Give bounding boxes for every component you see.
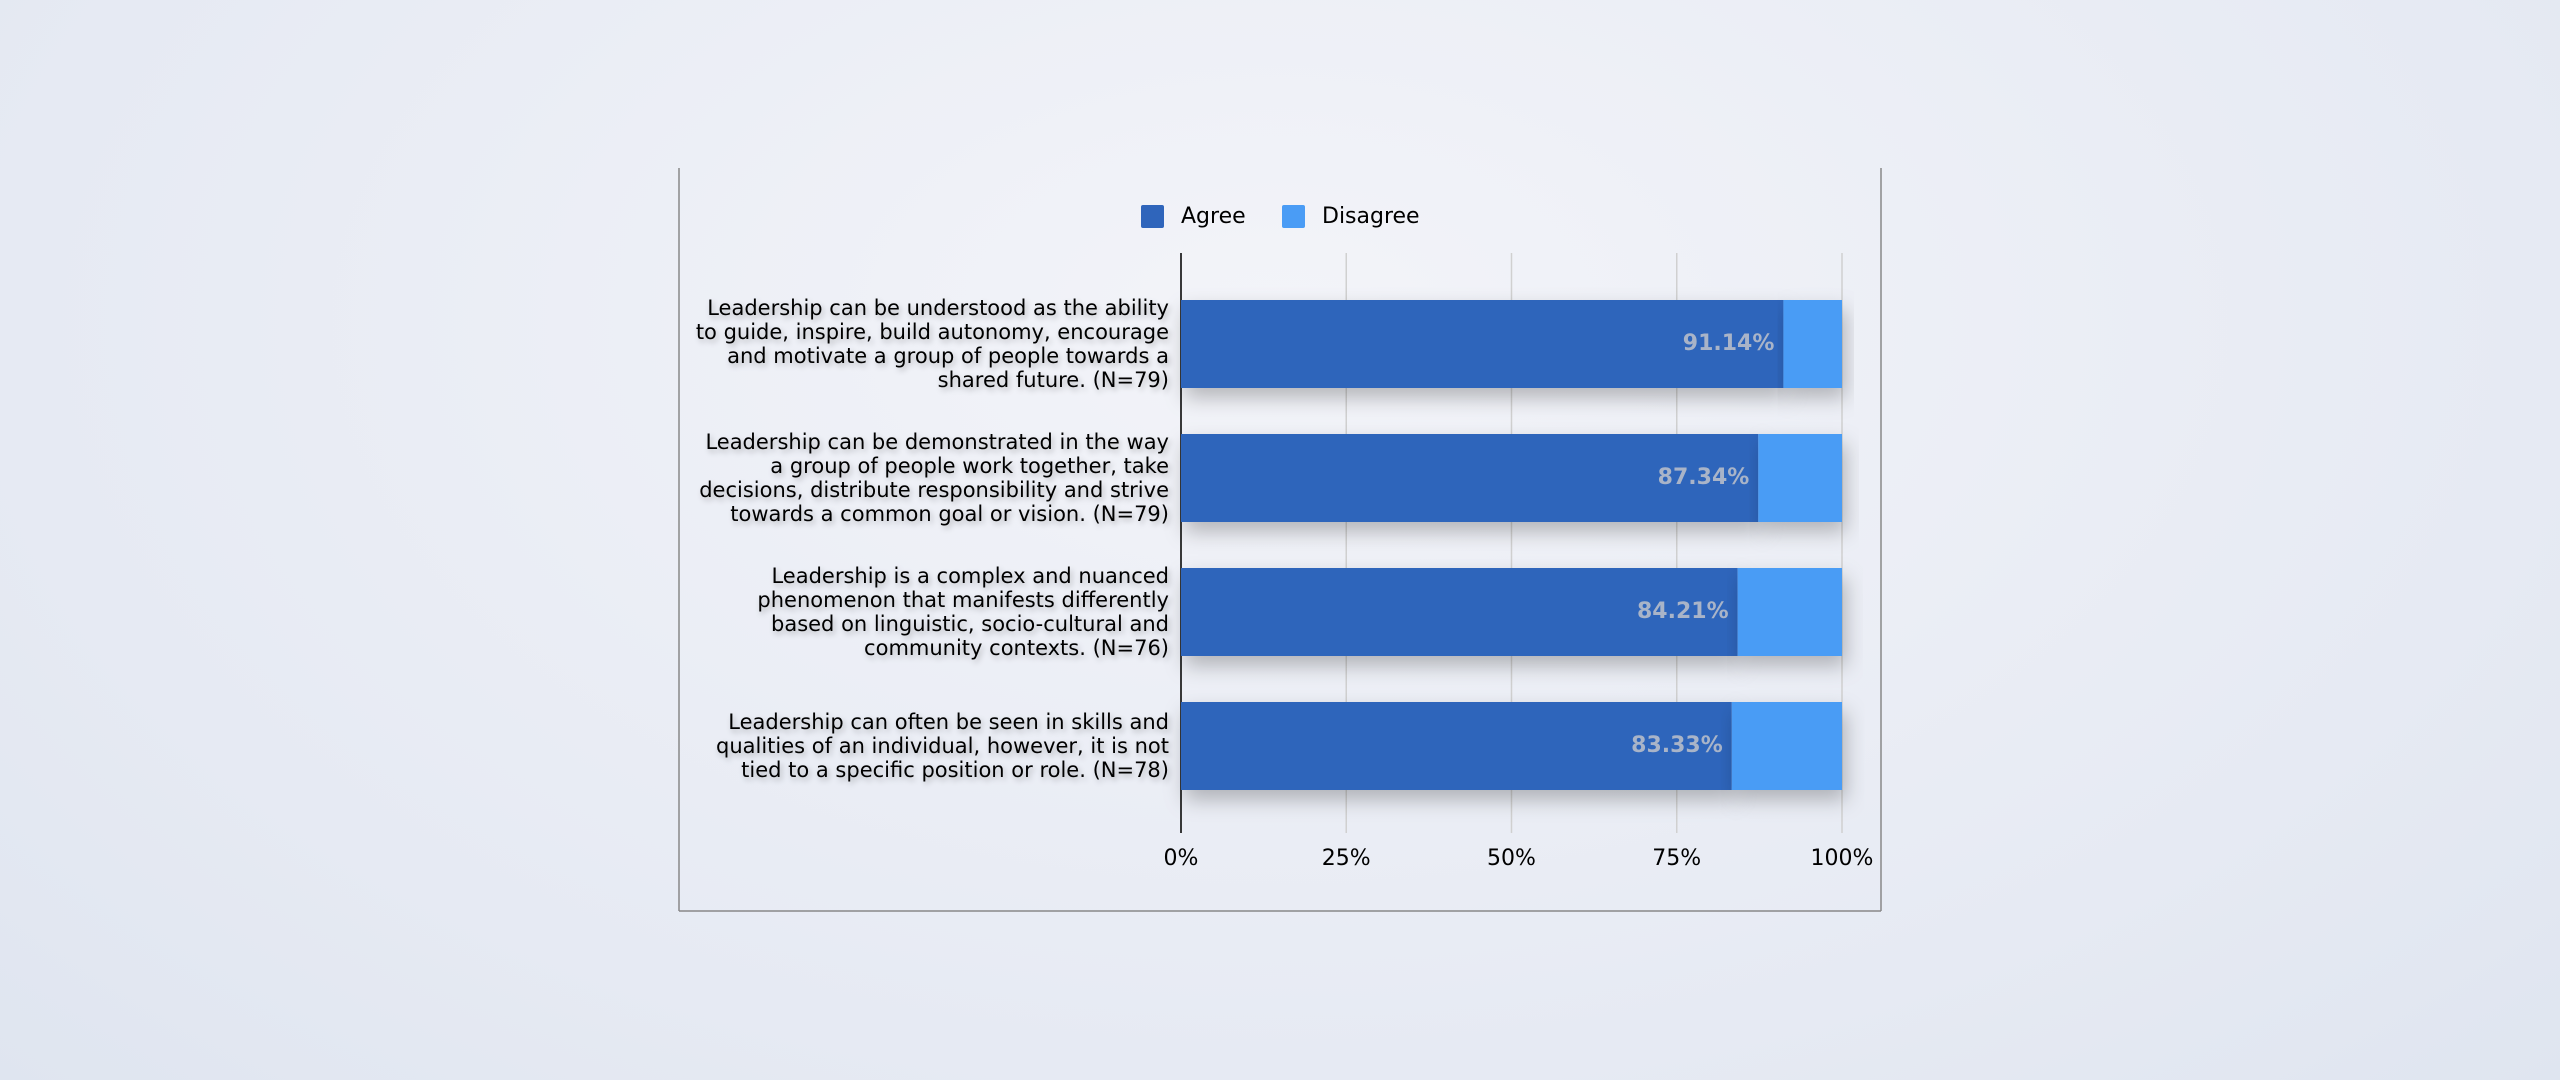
legend-label: Agree xyxy=(1181,204,1246,229)
bar-segment xyxy=(1181,300,1784,388)
legend-swatch xyxy=(1141,205,1164,228)
y-tick-label: Leadership is a complex and nuanced phen… xyxy=(757,564,1169,660)
x-tick-label: 50% xyxy=(1487,846,1536,871)
x-tick-label: 100% xyxy=(1811,846,1874,871)
x-tick-label: 0% xyxy=(1164,846,1199,871)
y-tick-label: Leadership can be demonstrated in the wa… xyxy=(699,430,1169,526)
value-label: 83.33% xyxy=(1631,733,1723,758)
bar-segment xyxy=(1758,434,1842,522)
value-label: 87.34% xyxy=(1658,465,1750,490)
bar-segment xyxy=(1181,568,1738,656)
bar-segment xyxy=(1181,434,1759,522)
value-label: 91.14% xyxy=(1683,331,1775,356)
bar-segment xyxy=(1731,702,1842,790)
bar-segment xyxy=(1783,300,1842,388)
x-tick-label: 25% xyxy=(1322,846,1371,871)
value-label: 84.21% xyxy=(1637,599,1729,624)
legend-label: Disagree xyxy=(1322,204,1420,229)
bar-segment xyxy=(1737,568,1842,656)
y-tick-label: Leadership can often be seen in skills a… xyxy=(716,710,1169,782)
x-tick-label: 75% xyxy=(1652,846,1701,871)
bar-segment xyxy=(1181,702,1732,790)
y-tick-label: Leadership can be understood as the abil… xyxy=(695,296,1169,392)
legend-swatch xyxy=(1282,205,1305,228)
